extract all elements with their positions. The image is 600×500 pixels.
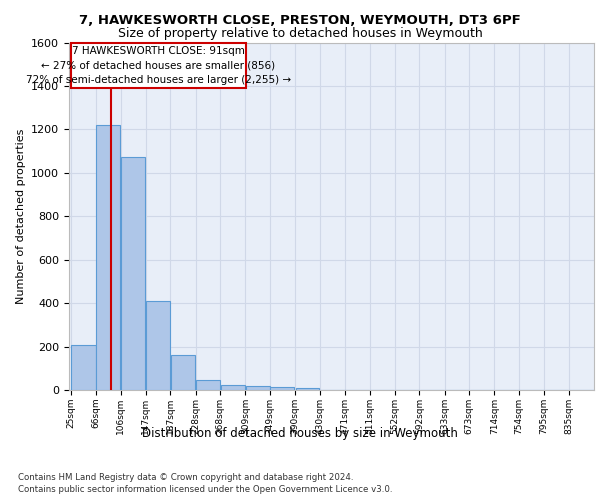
Bar bbox=[171, 355, 195, 390]
Bar bbox=[97, 124, 120, 390]
Text: Distribution of detached houses by size in Weymouth: Distribution of detached houses by size … bbox=[142, 428, 458, 440]
Bar bbox=[196, 380, 220, 390]
Bar bbox=[271, 386, 294, 390]
Y-axis label: Number of detached properties: Number of detached properties bbox=[16, 128, 26, 304]
Bar bbox=[71, 346, 95, 390]
Bar bbox=[296, 388, 319, 390]
Text: Contains HM Land Registry data © Crown copyright and database right 2024.: Contains HM Land Registry data © Crown c… bbox=[18, 472, 353, 482]
Text: 7 HAWKESWORTH CLOSE: 91sqm: 7 HAWKESWORTH CLOSE: 91sqm bbox=[72, 46, 245, 56]
Text: 7, HAWKESWORTH CLOSE, PRESTON, WEYMOUTH, DT3 6PF: 7, HAWKESWORTH CLOSE, PRESTON, WEYMOUTH,… bbox=[79, 14, 521, 27]
Text: 72% of semi-detached houses are larger (2,255) →: 72% of semi-detached houses are larger (… bbox=[26, 75, 291, 85]
Text: ← 27% of detached houses are smaller (856): ← 27% of detached houses are smaller (85… bbox=[41, 60, 275, 70]
Bar bbox=[246, 386, 269, 390]
Text: Size of property relative to detached houses in Weymouth: Size of property relative to detached ho… bbox=[118, 28, 482, 40]
FancyBboxPatch shape bbox=[71, 42, 246, 88]
Bar bbox=[221, 384, 245, 390]
Bar bbox=[121, 156, 145, 390]
Text: Contains public sector information licensed under the Open Government Licence v3: Contains public sector information licen… bbox=[18, 485, 392, 494]
Bar bbox=[146, 301, 170, 390]
